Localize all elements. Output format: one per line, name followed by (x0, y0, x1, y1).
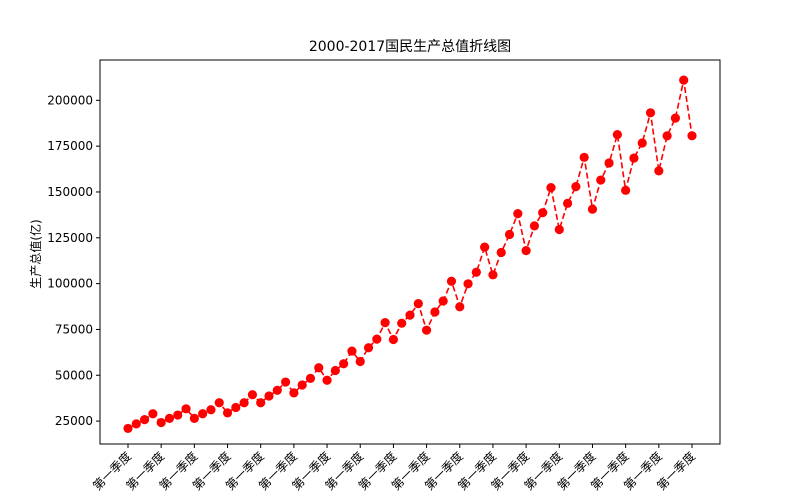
y-tick-label: 150000 (47, 185, 93, 199)
gdp-data-point (562, 198, 573, 208)
gdp-data-point (679, 75, 689, 85)
y-tick-label: 100000 (47, 277, 93, 291)
y-tick-label: 200000 (47, 93, 93, 107)
gdp-data-point (513, 209, 523, 219)
gdp-data-point (214, 398, 224, 408)
gdp-data-point (189, 413, 199, 423)
gdp-data-point (206, 405, 216, 415)
gdp-data-point (156, 417, 166, 428)
gdp-data-point (198, 409, 208, 419)
gdp-data-point (480, 242, 490, 252)
gdp-data-point (397, 318, 407, 328)
plot-area (123, 75, 697, 434)
gdp-data-point (463, 279, 473, 289)
gdp-data-point (181, 404, 191, 414)
gdp-data-point (289, 388, 299, 398)
gdp-data-point (504, 229, 515, 240)
gdp-data-point (322, 375, 332, 385)
gdp-data-point (339, 359, 349, 369)
gdp-data-point (139, 415, 150, 425)
gdp-data-point (272, 385, 282, 395)
gdp-data-point (662, 131, 672, 141)
y-tick-label: 175000 (47, 139, 93, 153)
gdp-data-point (222, 408, 233, 418)
gdp-data-point (131, 419, 141, 429)
gdp-data-point (637, 138, 647, 148)
gdp-data-point (330, 365, 340, 376)
gdp-data-point (231, 402, 241, 413)
gdp-data-point (372, 334, 382, 344)
gdp-data-point (604, 158, 614, 168)
gdp-data-point (612, 130, 622, 140)
gdp-data-point (148, 409, 158, 419)
y-axis: 25000 50000 75000 100000 125000 150000 175000 2… (47, 93, 100, 428)
gdp-data-point (687, 131, 697, 141)
gdp-data-point (654, 166, 664, 176)
gdp-data-point (538, 208, 548, 218)
axes-frame (99, 59, 721, 445)
y-axis-label: 生产总值(亿) (28, 219, 43, 288)
gdp-data-point (256, 398, 266, 408)
gdp-data-point (264, 391, 274, 401)
gdp-data-point (529, 221, 540, 231)
gdp-data-point (521, 246, 531, 256)
gdp-data-point (164, 413, 175, 423)
gdp-data-point (587, 204, 598, 214)
gdp-data-point (554, 224, 564, 235)
gdp-data-point (239, 398, 249, 408)
gdp-data-point (297, 380, 307, 390)
gdp-data-point (247, 390, 258, 400)
gdp-data-point (405, 310, 415, 320)
gdp-data-point (363, 343, 374, 353)
chart-title: 2000-2017国民生产总值折线图 (309, 39, 511, 55)
y-tick-label: 75000 (55, 322, 93, 336)
gdp-data-point (571, 182, 581, 192)
gdp-data-point (446, 276, 457, 286)
gdp-data-point (314, 363, 324, 373)
y-tick-label: 125000 (47, 231, 93, 245)
y-tick-label: 50000 (55, 368, 93, 382)
gdp-data-point (621, 185, 631, 195)
gdp-data-point (546, 182, 556, 193)
gdp-data-point (173, 410, 183, 420)
gdp-data-point (596, 175, 606, 185)
gdp-data-point (123, 423, 133, 434)
gdp-data-point (488, 270, 498, 280)
gdp-data-point (355, 356, 365, 367)
gdp-data-point (645, 108, 656, 118)
gdp-data-point (421, 325, 432, 335)
y-tick-label: 25000 (55, 414, 93, 428)
gdp-data-point (413, 298, 423, 309)
gdp-data-point (430, 307, 440, 317)
gdp-data-point (305, 373, 316, 383)
gdp-data-point (380, 318, 390, 328)
gdp-data-point (347, 346, 357, 356)
gdp-data-point (438, 296, 448, 306)
gdp-data-point (388, 334, 399, 345)
gdp-data-point (496, 247, 506, 258)
gdp-data-point (579, 152, 589, 162)
y-axis-label-group: 生产总值(亿) (28, 219, 43, 288)
gdp-data-point (471, 267, 481, 277)
gdp-data-point (455, 302, 465, 312)
gdp-data-point (280, 377, 291, 387)
gdp-data-point (629, 153, 639, 163)
gdp-data-point (670, 113, 681, 123)
